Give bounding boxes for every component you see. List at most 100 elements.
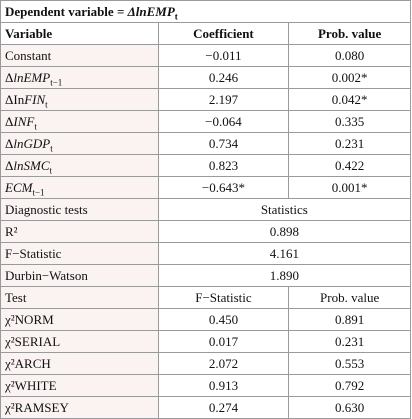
cell-text: 0.001* <box>331 179 368 195</box>
cell: 0.450 <box>157 308 290 331</box>
table-row: χ²WHITE 0.913 0.792 <box>0 374 411 397</box>
cell-text: 0.553 <box>335 355 365 371</box>
cell-text: 0.792 <box>335 377 365 393</box>
cell-text: 0.246 <box>208 69 239 85</box>
cell: −0.643* <box>157 176 290 199</box>
table-row: Test F−Statistic Prob. value <box>0 286 411 309</box>
var-italic: lnEMP <box>13 69 51 85</box>
cell: 0.335 <box>288 110 411 133</box>
cell-text: χ²ARCH <box>5 355 51 371</box>
cell-text: 1.890 <box>269 267 299 283</box>
cell-text: χ²SERIAL <box>5 333 61 349</box>
cell: 0.246 <box>157 66 290 89</box>
title-cell: Dependent variable = ΔlnEMPt <box>0 0 411 23</box>
var-text: Δ <box>5 157 14 173</box>
table-row: F−Statistic 4.161 <box>0 242 412 265</box>
table-row: ECMt−1 −0.643* 0.001* <box>0 176 411 199</box>
cell-text: 0.891 <box>335 311 365 327</box>
cell-text: R² <box>5 223 18 239</box>
cell: −0.064 <box>157 110 290 133</box>
var-italic: INF <box>13 113 35 129</box>
cell-text: 2.197 <box>208 91 239 107</box>
cell-text: 0.450 <box>208 311 239 327</box>
cell: 0.630 <box>288 396 411 419</box>
cell: F−Statistic <box>157 286 290 309</box>
table-row: χ²ARCH 2.072 0.553 <box>0 352 411 375</box>
cell: −0.011 <box>157 44 290 67</box>
cell-text: 4.161 <box>269 245 299 261</box>
cell-text: F−Statistic <box>5 245 62 261</box>
cell-text: χ²RAMSEY <box>5 399 69 415</box>
var-italic: ECM <box>5 179 33 195</box>
cell-text: 0.335 <box>335 113 365 129</box>
cell: 0.017 <box>157 330 290 353</box>
cell-text: 0.422 <box>335 157 365 173</box>
cell-text: 0.734 <box>208 135 239 151</box>
var-sub: t <box>34 121 37 132</box>
cell: Variable <box>0 22 159 45</box>
cell-text: Prob. value <box>317 25 382 41</box>
title-sub: t <box>174 11 178 22</box>
table-row: R² 0.898 <box>0 220 412 243</box>
cell: χ²ARCH <box>0 352 159 375</box>
cell-text: 2.072 <box>208 355 239 371</box>
var-sub: t <box>49 165 53 176</box>
table-row: ΔInFINt 2.197 0.042* <box>0 88 411 111</box>
cell-text: 0.042* <box>331 91 368 107</box>
title-var: ΔlnEMP <box>127 3 175 19</box>
var-sub: t <box>45 99 48 110</box>
cell: χ²SERIAL <box>0 330 159 353</box>
table-row: Durbin−Watson 1.890 <box>0 264 412 287</box>
var-italic: FIN <box>24 91 46 107</box>
cell: Diagnostic tests <box>0 198 159 221</box>
table-row: ΔINFt −0.064 0.335 <box>0 110 411 133</box>
cell: χ²WHITE <box>0 374 159 397</box>
table-row: χ²SERIAL 0.017 0.231 <box>0 330 411 353</box>
var-italic: lnSMC <box>13 157 50 173</box>
cell-text: 0.231 <box>335 135 365 151</box>
cell: 0.042* <box>288 88 411 111</box>
cell-text: Variable <box>5 25 53 41</box>
cell-text: 0.274 <box>208 399 239 415</box>
table-row: Constant −0.011 0.080 <box>0 44 411 67</box>
cell: 0.553 <box>288 352 411 375</box>
var-text: ΔIn <box>5 91 25 107</box>
cell: 0.913 <box>157 374 290 397</box>
cell: χ²NORM <box>0 308 159 331</box>
cell: 0.891 <box>288 308 411 331</box>
cell: Prob. value <box>288 22 411 45</box>
cell: Coefficient <box>157 22 290 45</box>
cell: ΔlnSMCt <box>0 154 159 177</box>
cell-text: −0.064 <box>205 113 242 129</box>
cell: ΔlnEMPt−1 <box>0 66 159 89</box>
title: Dependent variable = <box>5 3 128 19</box>
cell-text: Statistics <box>260 201 308 217</box>
cell-text: χ²NORM <box>5 311 54 327</box>
var-italic: lnGDP <box>13 135 51 151</box>
cell: 0.422 <box>288 154 411 177</box>
cell-text: Durbin−Watson <box>5 267 88 283</box>
cell-text: 0.913 <box>208 377 239 393</box>
cell-text: 0.630 <box>335 399 365 415</box>
cell-text: −0.011 <box>205 47 242 63</box>
cell-text: −0.643* <box>201 179 245 195</box>
cell: 0.274 <box>157 396 290 419</box>
cell: ECMt−1 <box>0 176 159 199</box>
cell: 1.890 <box>157 264 412 287</box>
table-row: Variable Coefficient Prob. value <box>0 22 411 45</box>
var-text: Δ <box>5 135 14 151</box>
cell-text: 0.080 <box>335 47 365 63</box>
cell-text: 0.002* <box>331 69 368 85</box>
table-row: ΔlnEMPt−1 0.246 0.002* <box>0 66 411 89</box>
cell: Statistics <box>157 198 412 221</box>
cell-text: Coefficient <box>193 25 254 41</box>
cell: ΔINFt <box>0 110 159 133</box>
var-text: Δ <box>5 113 14 129</box>
var-text: Δ <box>5 69 14 85</box>
cell-text: 0.898 <box>269 223 299 239</box>
cell: Prob. value <box>288 286 411 309</box>
cell: 0.080 <box>288 44 411 67</box>
